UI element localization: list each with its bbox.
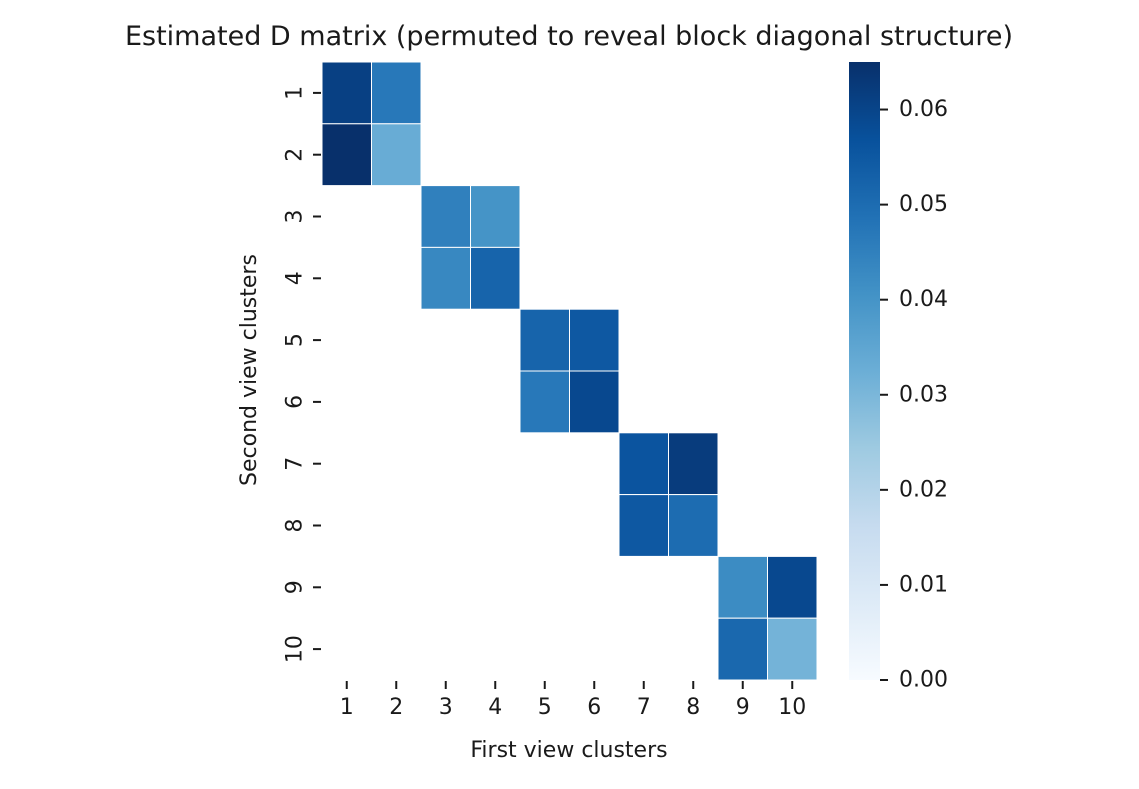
heatmap-cell-10-10 (767, 617, 818, 681)
heatmap-cell-9-9 (717, 555, 768, 619)
colorbar-tick-label: 0.05 (899, 192, 948, 217)
heatmap-cells (321, 61, 818, 681)
colorbar-ticks: 0.00 0.01 0.02 0.03 0.04 0.05 0.06 (880, 97, 948, 693)
heatmap-cell-4-3 (420, 246, 471, 310)
y-tick-label: 8 (283, 519, 308, 533)
heatmap-cell-1-1 (321, 61, 372, 125)
y-tick-label: 9 (283, 580, 308, 594)
colorbar-tick-label: 0.04 (899, 287, 948, 312)
x-tick-label: 4 (488, 695, 502, 720)
x-tick-label: 2 (389, 695, 403, 720)
chart-title: Estimated D matrix (permuted to reveal b… (125, 21, 1013, 52)
y-tick-label: 2 (283, 148, 308, 162)
colorbar-tick-label: 0.00 (899, 668, 948, 693)
x-tick-label: 5 (538, 695, 552, 720)
y-tick-label: 4 (283, 271, 308, 285)
y-tick-label: 6 (283, 395, 308, 409)
colorbar: 0.00 0.01 0.02 0.03 0.04 0.05 0.06 (849, 62, 948, 693)
y-axis-label: Second view clusters (237, 254, 262, 486)
heatmap-cell-3-4 (470, 185, 521, 248)
colorbar-tick-label: 0.02 (899, 477, 948, 502)
x-tick-label: 1 (340, 695, 354, 720)
y-tick-label: 10 (283, 635, 308, 663)
x-axis-ticks: 1 2 3 4 5 6 7 8 9 10 (340, 681, 806, 720)
heatmap-cell-6-5 (519, 370, 570, 434)
heatmap-cell-5-6 (569, 308, 620, 372)
heatmap-cell-6-6 (569, 370, 620, 434)
heatmap-cell-7-8 (668, 432, 719, 496)
heatmap-cell-10-9 (717, 617, 768, 681)
colorbar-tick-label: 0.01 (899, 572, 948, 597)
x-tick-label: 7 (637, 695, 651, 720)
x-tick-label: 10 (778, 695, 806, 720)
x-tick-label: 3 (439, 695, 453, 720)
colorbar-tick-label: 0.03 (899, 382, 948, 407)
heatmap-cell-9-10 (767, 555, 818, 619)
heatmap-cell-1-2 (371, 61, 422, 125)
heatmap-cell-8-7 (618, 494, 669, 557)
heatmap-cell-4-4 (470, 246, 521, 310)
y-tick-label: 1 (283, 86, 308, 100)
y-axis-ticks: 1 2 3 4 5 6 7 8 9 10 (283, 86, 321, 663)
y-tick-label: 7 (283, 457, 308, 471)
y-tick-label: 3 (283, 210, 308, 224)
heatmap-cell-7-7 (618, 432, 669, 496)
x-tick-label: 6 (587, 695, 601, 720)
colorbar-gradient (849, 62, 880, 680)
heatmap-cell-2-2 (371, 123, 422, 187)
x-tick-label: 8 (686, 695, 700, 720)
heatmap-cell-5-5 (519, 308, 570, 372)
heatmap-cell-2-1 (321, 123, 372, 187)
x-tick-label: 9 (736, 695, 750, 720)
colorbar-tick-label: 0.06 (899, 97, 948, 122)
heatmap-cell-8-8 (668, 494, 719, 557)
heatmap-cell-3-3 (420, 185, 471, 248)
y-tick-label: 5 (283, 333, 308, 347)
x-axis-label: First view clusters (470, 738, 667, 763)
